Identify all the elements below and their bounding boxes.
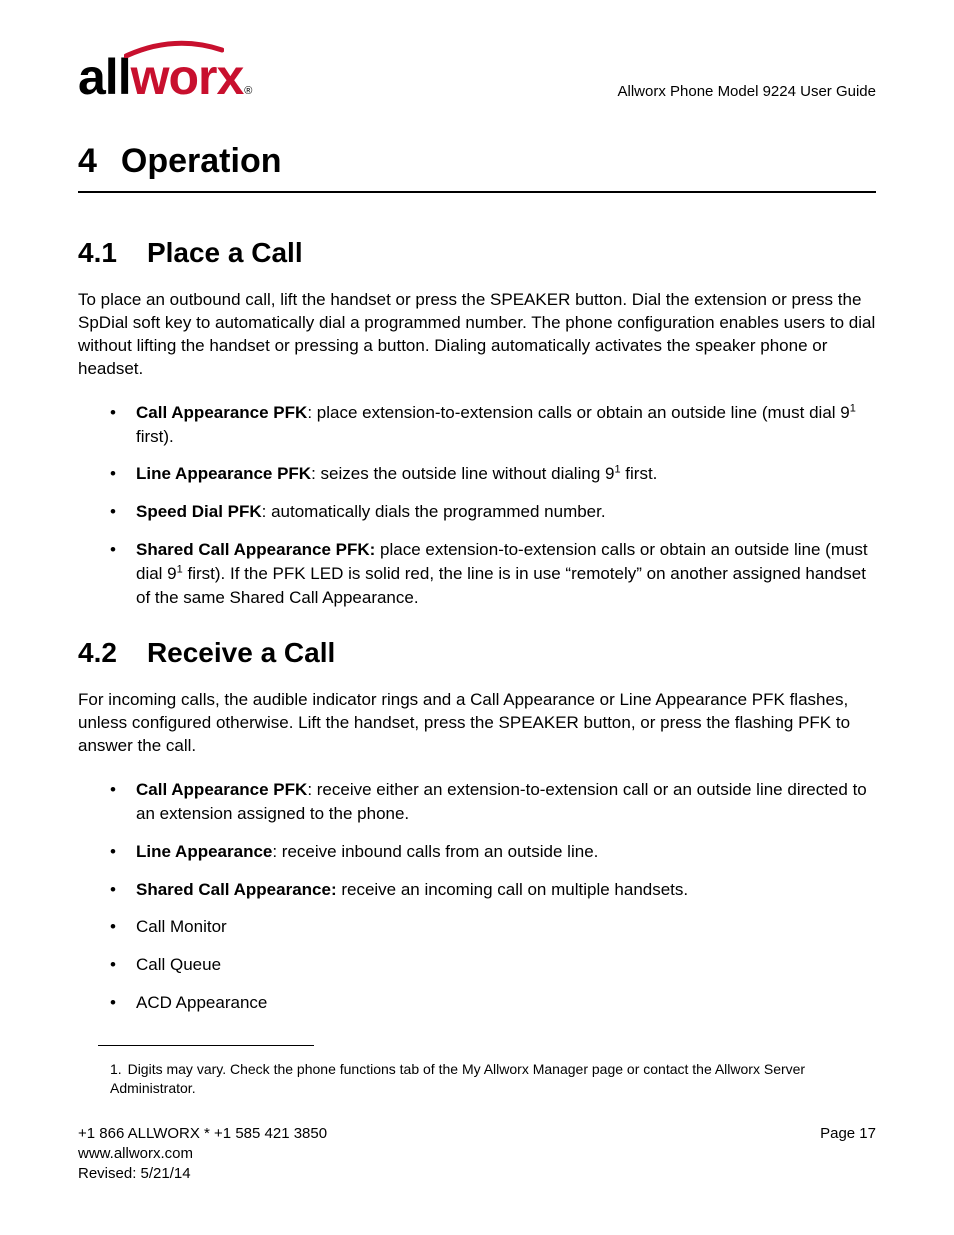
chapter-number: 4 bbox=[78, 142, 97, 181]
bullet-text-pre: : seizes the outside line without dialin… bbox=[311, 464, 614, 483]
bullet-text: : receive inbound calls from an outside … bbox=[272, 842, 598, 861]
section-heading-42: 4.2 Receive a Call bbox=[78, 637, 876, 669]
chapter-title-text: Operation bbox=[121, 142, 282, 180]
section-number-42: 4.2 bbox=[78, 637, 117, 669]
footnote-separator bbox=[98, 1045, 314, 1046]
chapter-heading: 4 Operation bbox=[78, 142, 876, 181]
section-42-bullets: Call Appearance PFK: receive either an e… bbox=[78, 778, 876, 1015]
list-item: Call Appearance PFK: receive either an e… bbox=[136, 778, 876, 826]
footnote-text: Digits may vary. Check the phone functio… bbox=[110, 1061, 805, 1096]
bullet-text-post: first). If the PFK LED is solid red, the… bbox=[136, 564, 866, 607]
section-41-bullets: Call Appearance PFK: place extension-to-… bbox=[78, 401, 876, 610]
footer-phone: +1 866 ALLWORX * +1 585 421 3850 bbox=[78, 1124, 327, 1144]
list-item: Call Queue bbox=[136, 953, 876, 977]
bullet-text: Call Queue bbox=[136, 955, 221, 974]
list-item: Line Appearance PFK: seizes the outside … bbox=[136, 462, 876, 486]
brand-logo: allworx® bbox=[78, 48, 251, 106]
footnote-1: 1. Digits may vary. Check the phone func… bbox=[78, 1060, 876, 1098]
list-item: Call Appearance PFK: place extension-to-… bbox=[136, 401, 876, 449]
bullet-text-post: first. bbox=[621, 464, 658, 483]
bullet-label: Shared Call Appearance PFK: bbox=[136, 540, 375, 559]
bullet-label: Shared Call Appearance: bbox=[136, 880, 337, 899]
section-heading-41: 4.1 Place a Call bbox=[78, 237, 876, 269]
list-item: Shared Call Appearance: receive an incom… bbox=[136, 878, 876, 902]
list-item: Shared Call Appearance PFK: place extens… bbox=[136, 538, 876, 609]
bullet-label: Line Appearance PFK bbox=[136, 464, 311, 483]
logo-text-all: all bbox=[78, 48, 131, 106]
logo-registered-icon: ® bbox=[244, 85, 251, 97]
section-number-41: 4.1 bbox=[78, 237, 117, 269]
page-header: allworx® Allworx Phone Model 9224 User G… bbox=[78, 48, 876, 106]
section-title-41: Place a Call bbox=[147, 237, 303, 268]
footnote-ref: 1 bbox=[850, 402, 856, 414]
section-41-intro: To place an outbound call, lift the hand… bbox=[78, 289, 876, 381]
bullet-label: Speed Dial PFK bbox=[136, 502, 262, 521]
bullet-text: ACD Appearance bbox=[136, 993, 267, 1012]
footnote-number: 1. bbox=[110, 1061, 122, 1077]
bullet-label: Line Appearance bbox=[136, 842, 272, 861]
bullet-text-pre: : place extension-to-extension calls or … bbox=[307, 403, 849, 422]
bullet-text: Call Monitor bbox=[136, 917, 227, 936]
bullet-text-pre: : automatically dials the programmed num… bbox=[262, 502, 606, 521]
bullet-label: Call Appearance PFK bbox=[136, 780, 307, 799]
section-42-intro: For incoming calls, the audible indicato… bbox=[78, 689, 876, 758]
logo-text-worx: worx bbox=[131, 48, 244, 106]
page-footer: +1 866 ALLWORX * +1 585 421 3850 Page 17… bbox=[78, 1124, 876, 1185]
bullet-text-post: first). bbox=[136, 427, 174, 446]
footer-revised: Revised: 5/21/14 bbox=[78, 1164, 876, 1184]
footer-page-number: Page 17 bbox=[820, 1124, 876, 1144]
list-item: ACD Appearance bbox=[136, 991, 876, 1015]
chapter-rule bbox=[78, 191, 876, 193]
footer-website: www.allworx.com bbox=[78, 1144, 876, 1164]
list-item: Line Appearance: receive inbound calls f… bbox=[136, 840, 876, 864]
list-item: Call Monitor bbox=[136, 915, 876, 939]
document-title: Allworx Phone Model 9224 User Guide bbox=[618, 83, 876, 106]
section-title-42: Receive a Call bbox=[147, 637, 335, 668]
bullet-text: receive an incoming call on multiple han… bbox=[337, 880, 689, 899]
bullet-label: Call Appearance PFK bbox=[136, 403, 307, 422]
list-item: Speed Dial PFK: automatically dials the … bbox=[136, 500, 876, 524]
